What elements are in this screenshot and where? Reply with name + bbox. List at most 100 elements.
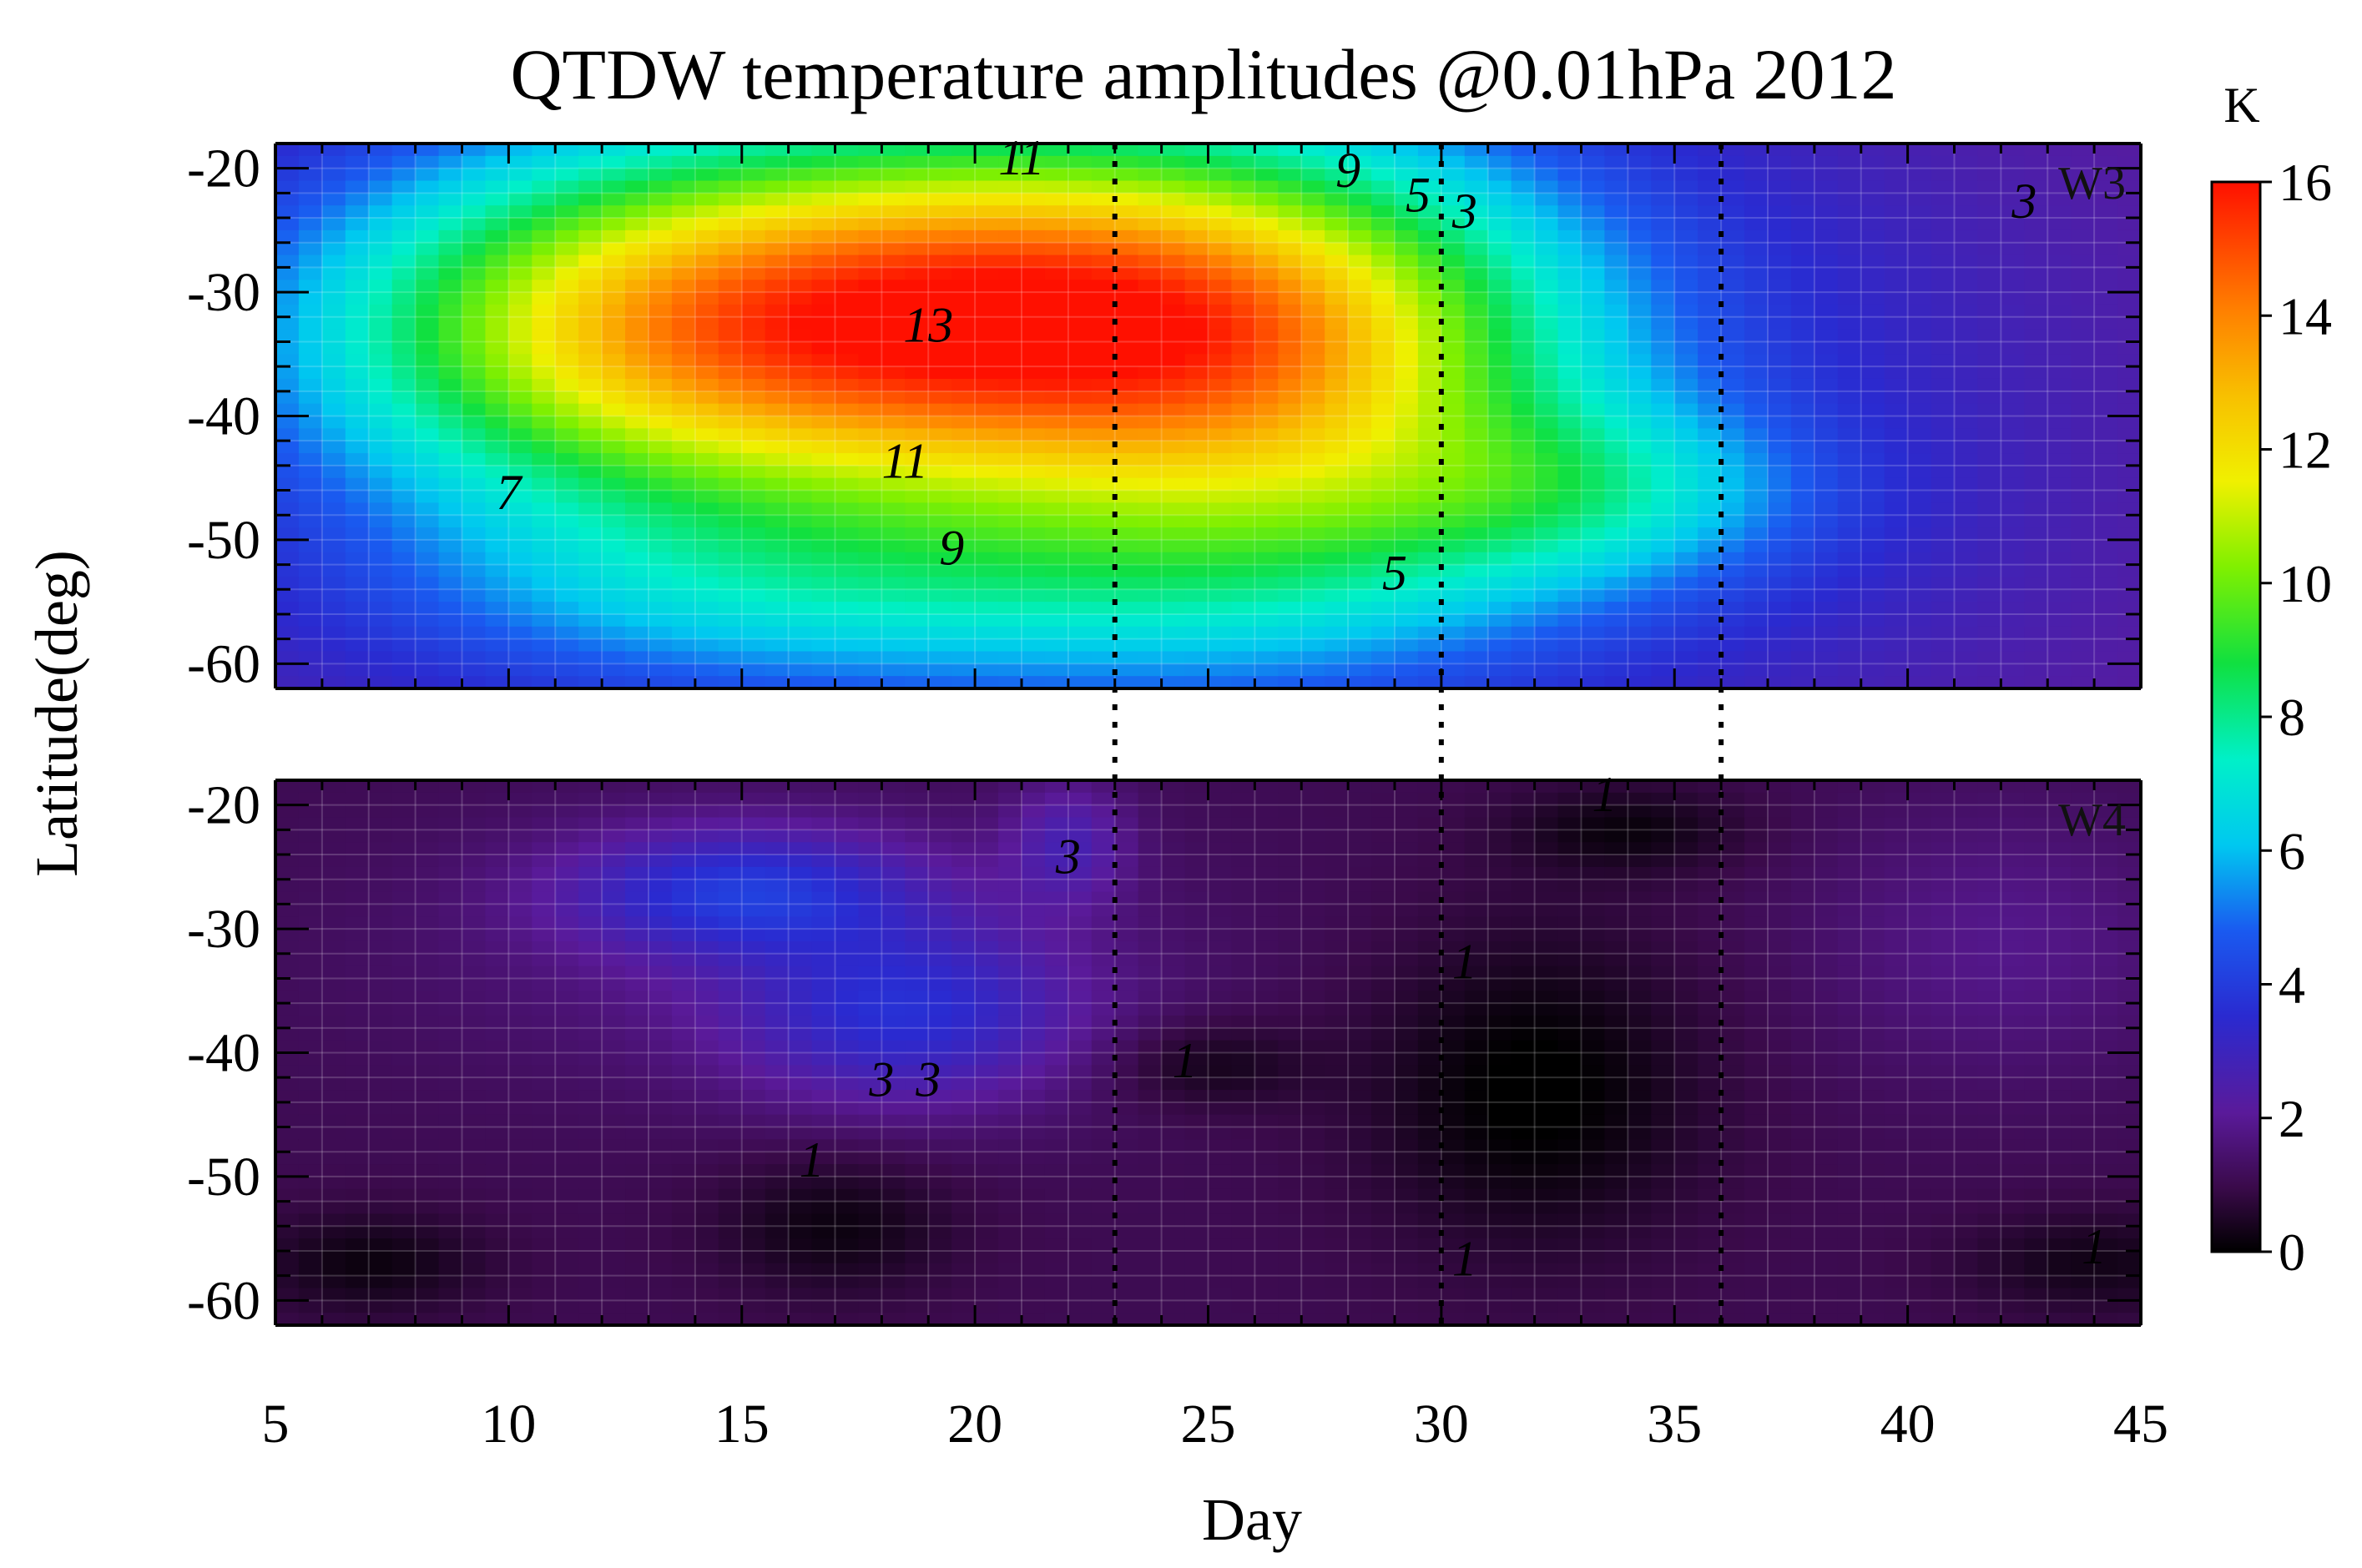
heatmap-cell xyxy=(1348,502,1372,517)
heatmap-cell xyxy=(1768,577,1792,591)
heatmap-cell xyxy=(462,1065,487,1078)
heatmap-cell xyxy=(1395,144,1419,157)
heatmap-cell xyxy=(1371,589,1395,602)
heatmap-cell xyxy=(649,1226,673,1239)
heatmap-cell xyxy=(1534,564,1559,578)
heatmap-cell xyxy=(1930,465,1956,479)
heatmap-cell xyxy=(975,577,999,591)
heatmap-cell xyxy=(1674,193,1698,206)
heatmap-cell xyxy=(391,1114,416,1128)
heatmap-cell xyxy=(1441,378,1466,392)
heatmap-cell xyxy=(508,453,533,466)
heatmap-cell xyxy=(788,155,813,169)
heatmap-cell xyxy=(555,626,579,640)
heatmap-cell xyxy=(415,1127,440,1141)
heatmap-cell xyxy=(718,205,743,219)
heatmap-cell xyxy=(1208,391,1233,405)
heatmap-cell xyxy=(811,1027,836,1041)
heatmap-cell xyxy=(275,316,300,330)
heatmap-cell xyxy=(1651,626,1676,640)
heatmap-cell xyxy=(1884,329,1909,343)
heatmap-cell xyxy=(741,316,766,330)
heatmap-cell xyxy=(881,292,906,305)
heatmap-cell xyxy=(1138,180,1163,194)
heatmap-cell xyxy=(1628,651,1653,665)
heatmap-cell xyxy=(765,1127,790,1141)
heatmap-cell xyxy=(1651,428,1676,441)
heatmap-cell xyxy=(2024,428,2049,441)
heatmap-cell xyxy=(881,180,906,194)
heatmap-cell xyxy=(415,577,440,591)
heatmap-cell xyxy=(1044,676,1069,689)
heatmap-cell xyxy=(1557,477,1582,492)
heatmap-cell xyxy=(811,1127,836,1141)
heatmap-cell xyxy=(1954,403,1979,417)
heatmap-cell xyxy=(905,155,930,169)
heatmap-cell xyxy=(485,1127,510,1141)
heatmap-cell xyxy=(835,552,860,566)
heatmap-cell xyxy=(275,242,300,256)
heatmap-cell xyxy=(1628,180,1653,194)
heatmap-cell xyxy=(415,341,440,355)
heatmap-cell xyxy=(275,953,300,967)
heatmap-cell xyxy=(415,354,440,367)
heatmap-cell xyxy=(1977,267,2002,281)
heatmap-cell xyxy=(1651,304,1676,318)
heatmap-cell xyxy=(1138,465,1163,479)
heatmap-cell xyxy=(975,613,999,628)
heatmap-cell xyxy=(345,1015,370,1029)
heatmap-cell xyxy=(975,515,999,528)
heatmap-cell xyxy=(881,465,906,479)
heatmap-cell xyxy=(415,378,440,392)
heatmap-cell xyxy=(671,515,696,528)
heatmap-cell xyxy=(275,1176,300,1190)
heatmap-cell xyxy=(485,829,510,843)
heatmap-cell xyxy=(905,1065,930,1078)
heatmap-cell xyxy=(858,416,883,430)
heatmap-cell xyxy=(694,842,719,855)
heatmap-cell xyxy=(1651,552,1676,566)
heatmap-cell xyxy=(321,218,346,231)
heatmap-cell xyxy=(811,403,836,417)
heatmap-cell xyxy=(391,626,416,640)
heatmap-cell xyxy=(1790,280,1815,293)
heatmap-cell xyxy=(275,1003,300,1016)
heatmap-cell xyxy=(811,193,836,206)
heatmap-cell xyxy=(881,205,906,219)
heatmap-cell xyxy=(602,267,626,281)
heatmap-cell xyxy=(835,991,860,1004)
heatmap-cell xyxy=(2117,155,2142,169)
heatmap-cell xyxy=(1674,403,1698,417)
heatmap-cell xyxy=(1977,539,2002,553)
heatmap-cell xyxy=(1114,465,1139,479)
heatmap-cell xyxy=(1837,515,1862,528)
heatmap-cell xyxy=(1744,341,1769,355)
heatmap-cell xyxy=(1487,502,1512,517)
heatmap-cell xyxy=(765,916,790,930)
heatmap-cell xyxy=(345,929,370,942)
heatmap-cell xyxy=(1837,205,1862,219)
heatmap-cell xyxy=(881,589,906,602)
heatmap-cell xyxy=(1441,527,1466,541)
heatmap-cell xyxy=(671,626,696,640)
heatmap-cell xyxy=(1744,155,1769,169)
heatmap-cell xyxy=(811,267,836,281)
heatmap-cell xyxy=(1395,193,1419,206)
heatmap-cell xyxy=(649,465,673,479)
heatmap-cell xyxy=(532,953,557,967)
heatmap-cell xyxy=(649,490,673,504)
heatmap-cell xyxy=(1977,292,2002,305)
heatmap-cell xyxy=(811,280,836,293)
heatmap-cell xyxy=(602,502,626,517)
heatmap-cell xyxy=(1581,465,1606,479)
heatmap-cell xyxy=(1395,280,1419,293)
heatmap-cell xyxy=(1044,193,1069,206)
heatmap-cell xyxy=(928,502,952,517)
heatmap-cell xyxy=(1044,416,1069,430)
heatmap-cell xyxy=(2047,391,2072,405)
heatmap-cell xyxy=(1091,527,1116,541)
heatmap-cell xyxy=(671,829,696,843)
heatmap-cell xyxy=(368,663,393,677)
heatmap-cell xyxy=(2117,651,2142,665)
heatmap-cell xyxy=(765,879,790,893)
